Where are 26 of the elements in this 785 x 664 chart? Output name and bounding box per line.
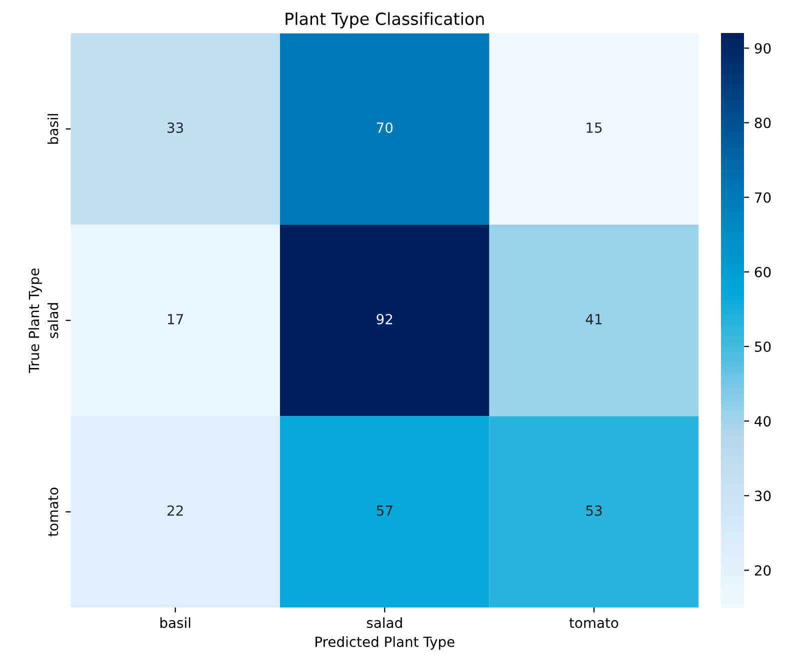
y-axis-title: True Plant Type	[28, 268, 42, 374]
data-label: 22	[168, 505, 183, 516]
chart-title: Plant Type Classification	[286, 12, 484, 28]
y-tick-label: salad	[47, 303, 58, 338]
data-label: 70	[376, 122, 393, 133]
color-bar-label: 40	[754, 416, 771, 427]
y-tick-label: basil	[47, 114, 58, 144]
data-label: 17	[168, 314, 183, 324]
data-label: 33	[168, 122, 184, 133]
data-label: 57	[376, 506, 392, 516]
data-label: 92	[376, 314, 392, 324]
color-bar-label: 70	[755, 192, 771, 203]
x-tick-label: basil	[160, 617, 190, 628]
color-bar-label: 80	[754, 118, 771, 128]
data-label: 15	[586, 122, 602, 133]
x-axis-title: Predicted Plant Type	[316, 636, 454, 650]
data-label: 53	[586, 505, 602, 516]
y-tick-label: tomato	[48, 488, 58, 536]
color-bar-label: 50	[754, 341, 771, 352]
color-bar-label: 30	[754, 490, 771, 502]
data-label: 41	[586, 314, 602, 324]
x-tick-label: tomato	[569, 618, 618, 628]
color-bar-label: 90	[754, 43, 771, 54]
x-tick-label: salad	[366, 617, 402, 628]
color-bar-label: 20	[754, 565, 771, 576]
color-bar-label: 60	[754, 266, 771, 278]
